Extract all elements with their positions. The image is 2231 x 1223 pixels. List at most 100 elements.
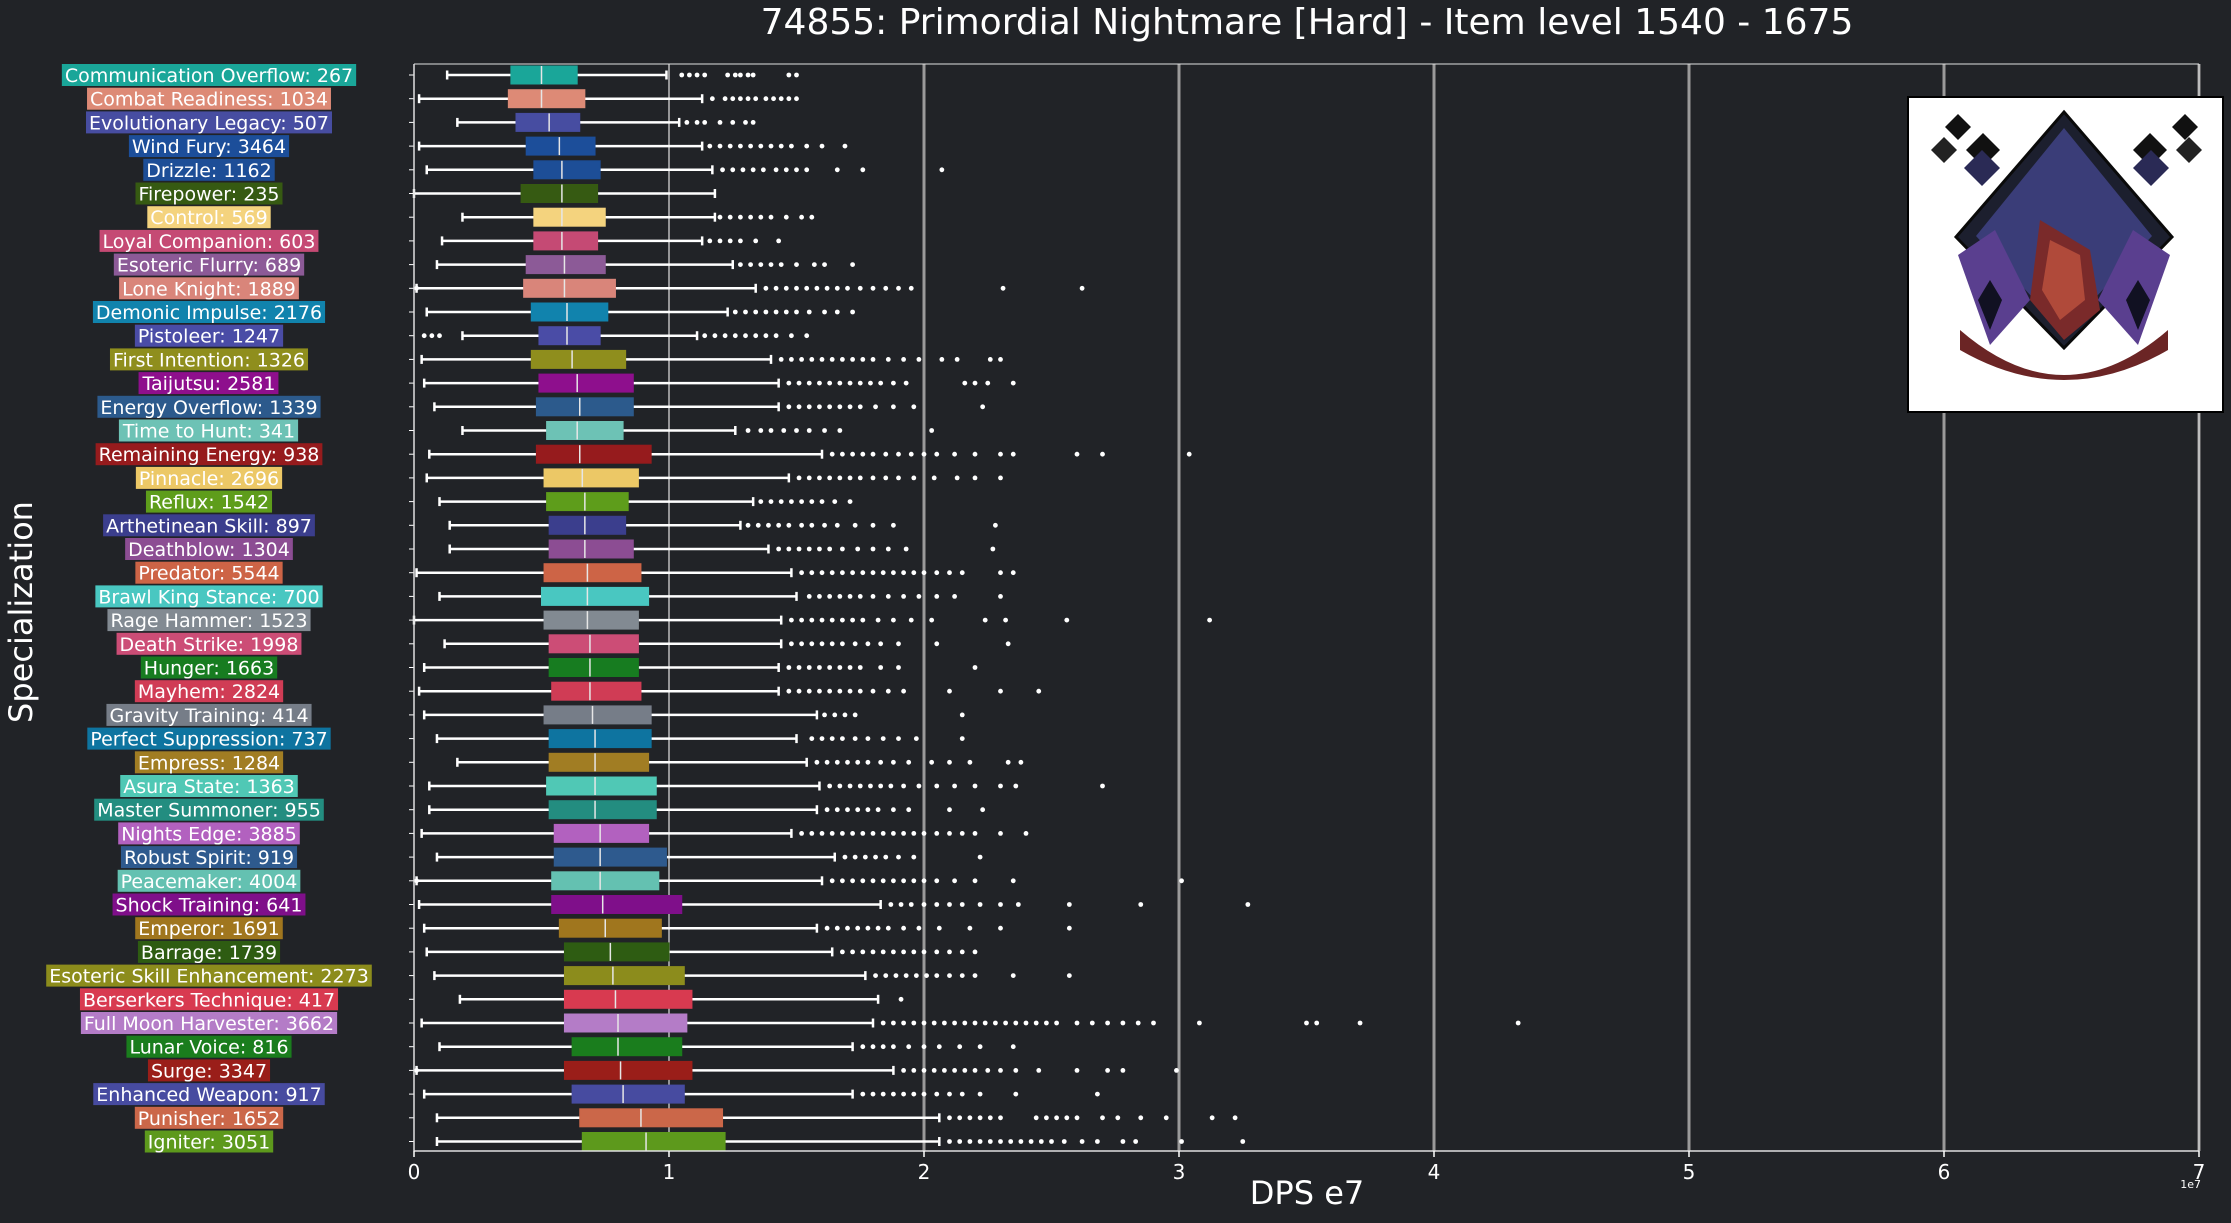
spec-label: Shock Training: 641: [112, 893, 306, 917]
outlier-point: [972, 380, 978, 386]
outlier-point: [857, 594, 863, 599]
outlier-point: [717, 214, 723, 220]
outlier-point: [806, 594, 812, 599]
spec-label-text: Combat Readiness: 1034: [90, 89, 328, 111]
outlier-point: [959, 949, 965, 955]
outlier-point: [1074, 1068, 1080, 1073]
outlier-point: [929, 428, 935, 433]
outlier-point: [962, 1020, 968, 1026]
spec-label-bg: [118, 419, 299, 442]
outlier-point: [727, 214, 733, 220]
outlier-point: [687, 72, 692, 78]
outlier-point: [789, 333, 794, 339]
spec-label: Remaining Energy: 938: [95, 443, 323, 466]
box-row: [409, 752, 1024, 772]
outlier-point: [730, 167, 736, 173]
spec-label: Communication Overflow: 267: [61, 64, 357, 87]
outlier-point: [829, 831, 835, 836]
spec-label-text: Esoteric Skill Enhancement: 2273: [49, 966, 369, 988]
box-row: [409, 681, 1042, 701]
grid-layer: [668, 64, 2201, 1151]
outlier-point: [799, 641, 804, 647]
outlier-point: [1179, 878, 1184, 884]
outlier-point: [911, 854, 917, 860]
spec-label-bg: [117, 869, 301, 892]
outlier-point: [860, 878, 866, 884]
x-axis-label: DPS e7: [1250, 1174, 1364, 1212]
outlier-point: [934, 1091, 940, 1097]
spec-label-text: Remaining Energy: 938: [99, 444, 320, 466]
outlier-point: [911, 1068, 917, 1073]
box: [563, 966, 685, 986]
outlier-point: [962, 1068, 968, 1073]
box-row: [409, 349, 1003, 369]
outlier-point: [768, 499, 774, 504]
outlier-point: [998, 475, 1003, 481]
outlier-point: [845, 759, 850, 765]
spec-label-text: Gravity Training: 414: [109, 705, 308, 727]
outlier-point: [722, 333, 728, 339]
outlier-point: [985, 1068, 991, 1073]
spec-label-bg: [79, 988, 339, 1011]
spec-label-bg: [109, 348, 309, 371]
outlier-point: [880, 878, 886, 884]
outlier-point: [883, 854, 889, 860]
outlier-point: [1197, 1020, 1202, 1026]
spec-label-bg: [143, 158, 275, 181]
outlier-point: [921, 1020, 927, 1026]
spec-label: Taijutsu: 2581: [138, 372, 279, 395]
outlier-point: [998, 594, 1003, 599]
outlier-point: [891, 1091, 896, 1097]
outlier-point: [822, 712, 827, 718]
box: [548, 729, 652, 749]
spec-label-bg: [120, 775, 298, 797]
outlier-point: [1033, 1115, 1039, 1121]
outlier-point: [1064, 617, 1070, 623]
outlier-point: [880, 570, 886, 576]
outlier-point: [824, 925, 830, 931]
outlier-point: [783, 214, 789, 220]
spec-label: Gravity Training: 414: [106, 703, 312, 727]
spec-label-bg: [95, 585, 323, 608]
outlier-point: [916, 357, 922, 362]
outlier-point: [786, 404, 792, 410]
outlier-point: [885, 594, 891, 599]
outlier-point: [850, 570, 855, 576]
spec-label: Esoteric Skill Enhancement: 2273: [46, 964, 372, 988]
spec-label: Mayhem: 2824: [134, 680, 284, 703]
spec-label-bg: [119, 277, 299, 300]
spec-label: Nights Edge: 3885: [118, 822, 300, 845]
spec-label-text: Firepower: 235: [138, 184, 279, 206]
outlier-point: [738, 96, 743, 102]
outlier-point: [860, 831, 866, 836]
outlier-point: [977, 1091, 983, 1097]
outlier-point: [758, 499, 764, 504]
outlier-point: [1074, 1115, 1080, 1121]
outlier-point: [817, 380, 822, 386]
outlier-point: [982, 1020, 988, 1026]
outlier-point: [799, 570, 804, 576]
box: [543, 563, 642, 583]
outlier-point: [865, 641, 871, 647]
outlier-point: [865, 736, 871, 741]
box: [507, 89, 586, 109]
spec-label-bg: [134, 751, 284, 774]
outlier-point: [1010, 451, 1016, 457]
spec-label-text: Pistoleer: 1247: [138, 326, 280, 348]
outlier-point: [840, 831, 845, 836]
outlier-point: [829, 570, 835, 576]
outlier-point: [903, 973, 909, 978]
outlier-point: [796, 688, 802, 694]
box-row: [409, 586, 1003, 606]
outlier-point: [870, 357, 876, 362]
outlier-point: [865, 759, 871, 765]
spec-label-text: Brawl King Stance: 700: [98, 586, 319, 608]
outlier-point: [819, 357, 825, 362]
outlier-point: [806, 309, 812, 315]
outlier-point: [852, 736, 858, 741]
spec-label: Control: 569: [147, 206, 271, 229]
outlier-point: [857, 783, 863, 789]
outlier-point: [786, 96, 792, 102]
outlier-point: [903, 546, 909, 552]
